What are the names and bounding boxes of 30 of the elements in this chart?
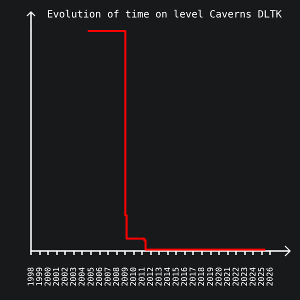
x-tick-label: 2009 (120, 266, 130, 286)
x-tick-label: 2025 (256, 266, 266, 286)
x-tick-label: 2007 (103, 266, 112, 286)
x-tick-label: 2022 (231, 266, 240, 286)
x-tick-label: 2024 (248, 266, 258, 286)
x-tick-label: 2006 (94, 266, 104, 286)
x-tick-label: 2011 (137, 266, 146, 286)
x-tick-label: 2008 (112, 266, 121, 286)
x-tick-label: 2021 (222, 266, 232, 286)
x-tick-label: 2023 (240, 266, 249, 286)
x-tick-label: 2010 (128, 266, 138, 286)
chart-title: Evolution of time on level Caverns DLTK (47, 10, 282, 20)
x-tick-label: 2013 (154, 266, 164, 286)
x-tick-label: 2012 (146, 266, 155, 286)
x-tick-label: 2026 (266, 266, 274, 286)
x-tick-label: 2014 (163, 266, 172, 286)
x-tick-label: 1998 (26, 266, 36, 286)
x-tick-label: 2020 (214, 266, 224, 286)
x-tick-label: 2017 (188, 266, 198, 286)
x-tick-label: 1999 (35, 266, 44, 286)
x-tick-label: 2003 (69, 266, 78, 286)
x-tick-label: 2018 (197, 266, 206, 286)
x-tick-label: 2001 (52, 266, 62, 286)
x-tick-label: 2015 (172, 266, 181, 286)
x-tick-label: 2005 (86, 266, 96, 286)
x-tick-label: 2000 (44, 266, 53, 286)
x-tick-label: 2016 (180, 266, 190, 286)
x-tick-label: 2002 (60, 266, 70, 286)
x-tick-label: 2019 (206, 266, 215, 286)
x-tick-label: 2004 (78, 266, 87, 286)
